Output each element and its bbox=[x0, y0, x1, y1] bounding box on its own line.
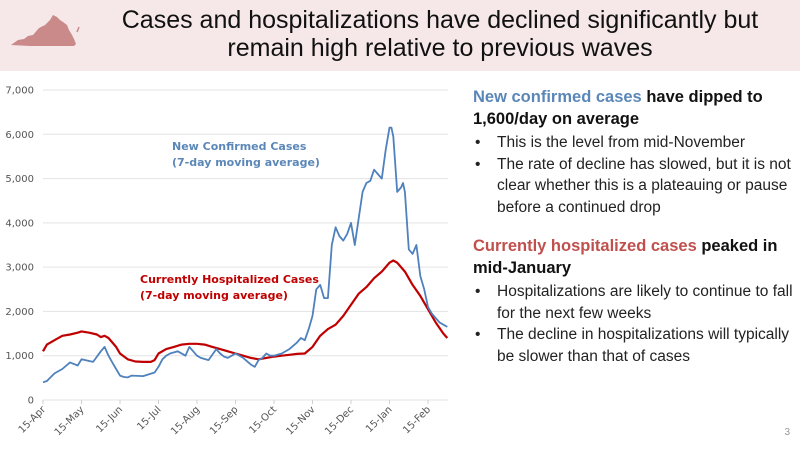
x-tick-label: 15-Aug bbox=[169, 404, 202, 437]
x-tick-label: 15-Dec bbox=[323, 404, 356, 437]
bullet-item: The rate of decline has slowed, but it i… bbox=[473, 154, 793, 219]
y-tick-label: 1,000 bbox=[5, 351, 34, 362]
y-tick-label: 5,000 bbox=[5, 174, 34, 185]
y-axis-ticks: 0 1,000 2,000 3,000 4,000 5,000 6,000 7,000 bbox=[5, 86, 34, 407]
summary-panel: New confirmed cases have dipped to 1,600… bbox=[473, 86, 793, 367]
y-tick-label: 7,000 bbox=[5, 86, 34, 97]
hospitalizations-headline-rest: peaked in mid-January bbox=[473, 237, 778, 277]
cases-bullets: This is the level from mid-November The … bbox=[473, 132, 793, 218]
slide-header: Cases and hospitalizations have declined… bbox=[0, 0, 800, 71]
x-tick-label: 15-May bbox=[53, 404, 87, 438]
hospitalizations-highlight: Currently hospitalized cases bbox=[473, 237, 697, 255]
x-tick-label: 15-Jul bbox=[135, 404, 163, 432]
hospitalizations-bullets: Hospitalizations are likely to continue … bbox=[473, 281, 793, 367]
cases-headline-rest: have dipped to 1,600/day on average bbox=[473, 88, 763, 128]
virginia-state-icon bbox=[11, 15, 80, 46]
y-tick-label: 2,000 bbox=[5, 307, 34, 318]
cases-section: New confirmed cases have dipped to 1,600… bbox=[473, 86, 793, 218]
cases-line bbox=[42, 126, 448, 384]
x-tick-label: 15-Jun bbox=[94, 404, 125, 435]
bullet-item: The decline in hospitalizations will typ… bbox=[473, 324, 793, 367]
y-tick-label: 4,000 bbox=[5, 218, 34, 229]
hospitalized-series-label-line1: Currently Hospitalized Cases bbox=[140, 273, 319, 286]
slide-title: Cases and hospitalizations have declined… bbox=[80, 6, 800, 62]
chart-series bbox=[42, 126, 449, 384]
bullet-item: This is the level from mid-November bbox=[473, 132, 793, 154]
hospitalizations-section: Currently hospitalized cases peaked in m… bbox=[473, 235, 793, 367]
cases-highlight: New confirmed cases bbox=[473, 88, 642, 106]
y-tick-label: 3,000 bbox=[5, 263, 34, 274]
y-tick-label: 6,000 bbox=[5, 130, 34, 141]
x-tick-label: 15-Jan bbox=[364, 404, 395, 435]
title-line-2: remain high relative to previous waves bbox=[227, 34, 653, 62]
page-number: 3 bbox=[784, 427, 790, 438]
cases-hospitalizations-chart: 0 1,000 2,000 3,000 4,000 5,000 6,000 7,000 15-… bbox=[5, 86, 449, 438]
cases-series-label-line1: New Confirmed Cases bbox=[172, 140, 307, 153]
y-tick-label: 0 bbox=[28, 396, 34, 407]
x-tick-label: 15-Oct bbox=[247, 404, 279, 436]
title-line-1: Cases and hospitalizations have declined… bbox=[121, 6, 759, 34]
bullet-item: Hospitalizations are likely to continue … bbox=[473, 281, 793, 324]
hospitalized-series-label-line2: (7-day moving average) bbox=[140, 289, 288, 302]
cases-headline: New confirmed cases have dipped to 1,600… bbox=[473, 86, 793, 130]
chart-gridlines bbox=[43, 89, 448, 401]
x-tick-label: 15-Sep bbox=[208, 404, 241, 437]
hospitalizations-headline: Currently hospitalized cases peaked in m… bbox=[473, 235, 793, 279]
x-tick-label: 15-Nov bbox=[284, 404, 317, 437]
cases-series-label-line2: (7-day moving average) bbox=[172, 156, 320, 169]
x-axis-ticks: 15-Apr 15-May 15-Jun 15-Jul 15-Aug 15-Sep 15-O… bbox=[17, 400, 433, 438]
x-tick-label: 15-Feb bbox=[401, 404, 433, 436]
x-tick-label: 15-Apr bbox=[17, 404, 49, 436]
